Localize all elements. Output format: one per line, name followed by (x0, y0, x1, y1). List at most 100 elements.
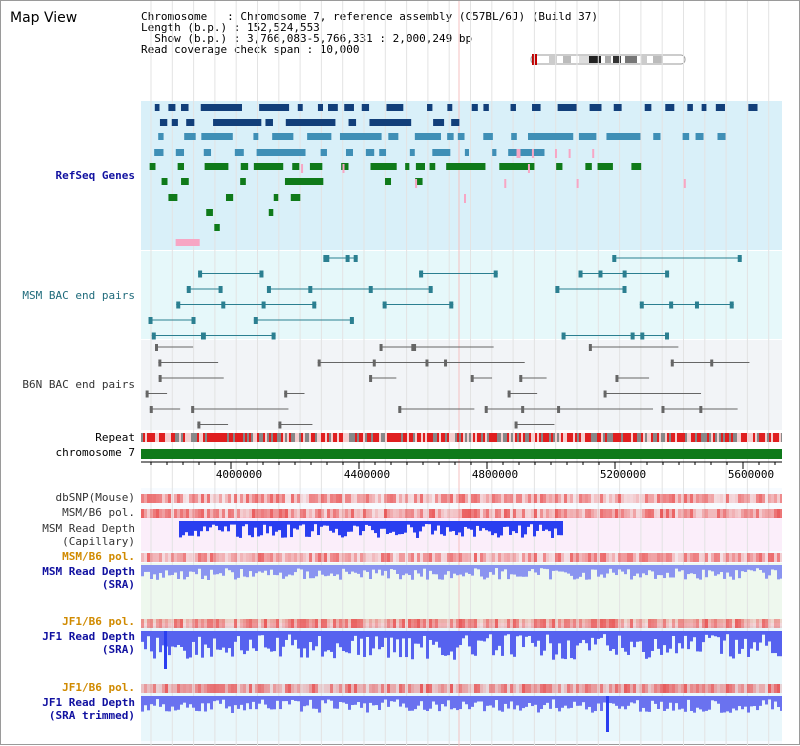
heat-cell (228, 553, 231, 562)
read-depth-bar (378, 631, 381, 650)
heat-cell (651, 509, 654, 518)
heat-cell (453, 553, 456, 562)
heat-cell (759, 509, 762, 518)
read-depth-bar (261, 565, 264, 573)
read-depth-bar (750, 696, 753, 707)
read-depth-bar (390, 631, 393, 638)
read-depth-bar (513, 696, 516, 710)
heat-cell (273, 509, 276, 518)
read-depth-bar (654, 631, 657, 639)
read-depth-bar (386, 521, 389, 535)
heat-cell (468, 509, 471, 518)
read-depth-bar (491, 521, 494, 536)
heat-cell (393, 509, 396, 518)
repeat-segment (589, 433, 591, 442)
read-depth-bar (219, 631, 222, 650)
heat-cell (648, 619, 651, 628)
heat-cell (177, 684, 180, 693)
heat-cell (501, 509, 504, 518)
read-depth-bar (615, 696, 618, 706)
read-depth-bar (450, 565, 453, 579)
read-depth-bar (420, 696, 423, 702)
msm-bac-end (555, 286, 560, 293)
b6n-bac-end (197, 421, 201, 429)
read-depth-bar (558, 565, 561, 572)
heat-cell (429, 684, 432, 693)
repeat-segment (299, 433, 301, 442)
heat-cell (303, 494, 306, 503)
heat-cell (435, 619, 438, 628)
heat-cell (579, 684, 582, 693)
heat-cell (171, 619, 174, 628)
heat-cell (591, 553, 594, 562)
heat-cell (687, 684, 690, 693)
gene-feature (290, 194, 301, 201)
chromosome-ideogram[interactable] (529, 53, 689, 67)
heat-cell (432, 553, 435, 562)
read-depth-bar (294, 696, 297, 701)
heat-cell (150, 509, 153, 518)
repeat-segment (143, 433, 145, 442)
gene-feature (214, 224, 220, 231)
read-depth-bar (546, 565, 549, 570)
read-depth-bar (597, 631, 600, 639)
heat-cell (288, 494, 291, 503)
read-depth-bar (333, 631, 336, 659)
read-depth-bar (618, 696, 621, 709)
read-depth-bar (534, 565, 537, 573)
read-depth-bar (561, 696, 564, 708)
heat-cell (744, 684, 747, 693)
b6n-bac-end (145, 390, 149, 398)
heat-cell (147, 684, 150, 693)
read-depth-bar (759, 631, 762, 643)
read-depth-bar (525, 696, 528, 707)
repeat-segment (737, 433, 739, 442)
heat-cell (729, 509, 732, 518)
read-depth-bar (681, 696, 684, 709)
heat-cell (402, 619, 405, 628)
read-depth-bar (405, 696, 408, 708)
read-depth-bar (543, 631, 546, 651)
read-depth-bar (345, 631, 348, 653)
read-depth-bar (531, 565, 534, 570)
heat-cell (492, 494, 495, 503)
read-depth-bar (453, 565, 456, 574)
axis-tick-4800000: 4800000 (471, 468, 519, 481)
heat-cell (510, 494, 513, 503)
heat-cell (228, 619, 231, 628)
heat-cell (402, 553, 405, 562)
heat-cell (672, 509, 675, 518)
read-depth-bar (467, 521, 470, 529)
read-depth-bar (272, 521, 275, 536)
heat-cell (471, 509, 474, 518)
heat-cell (774, 684, 777, 693)
read-depth-bar (237, 631, 240, 637)
heat-cell (525, 509, 528, 518)
heat-cell (417, 553, 420, 562)
gene-feature (240, 178, 246, 185)
heat-cell (768, 684, 771, 693)
read-depth-bar (585, 565, 588, 580)
heat-cell (588, 553, 591, 562)
label-jf1-b6-pol-2: JF1/B6 pol. (62, 681, 135, 694)
heat-cell (426, 619, 429, 628)
heat-cell (750, 619, 753, 628)
heat-cell (201, 494, 204, 503)
heat-cell (423, 553, 426, 562)
track-panel[interactable] (141, 1, 782, 746)
read-depth-bar (717, 696, 720, 704)
heat-cell (498, 684, 501, 693)
repeat-segment (325, 433, 327, 442)
repeat-segment (187, 433, 189, 442)
heat-cell (282, 619, 285, 628)
read-depth-bar (357, 696, 360, 703)
heat-cell (210, 509, 213, 518)
repeat-segment (487, 433, 489, 442)
read-depth-bar (509, 521, 512, 535)
read-depth-bar (183, 565, 186, 580)
heat-cell (255, 494, 258, 503)
heat-cell (174, 509, 177, 518)
read-depth-bar (288, 631, 291, 635)
heat-cell (315, 494, 318, 503)
heat-cell (243, 619, 246, 628)
